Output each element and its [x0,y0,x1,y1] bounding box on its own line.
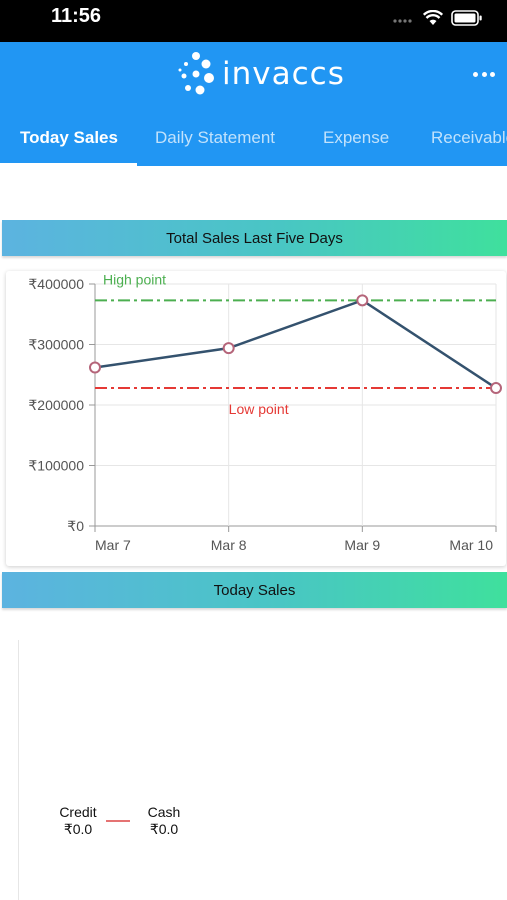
y-tick-label: ₹0 [67,518,84,534]
legend-swatch [106,820,130,822]
tab-daily-statement[interactable]: Daily Statement [155,128,275,147]
y-tick-label: ₹200000 [28,397,84,413]
x-tick-label: Mar 10 [449,537,493,553]
tab-expense[interactable]: Expense [323,128,390,147]
tab-receivables[interactable]: Receivables [431,128,507,147]
y-tick-label: ₹400000 [28,276,84,292]
today-sales-axis-line [18,640,19,900]
legend-credit-value: ₹0.0 [63,821,93,837]
app-name: invaccs [222,56,345,92]
reference-line-label: High point [103,271,166,287]
sales-chart-card: ₹0 ₹100000 ₹200000 ₹300000 ₹400000 Mar 7 Mar 8… [6,271,506,566]
chart-section-title: Total Sales Last Five Days [166,229,343,247]
legend-cash: Cash ₹0.0 [140,804,188,838]
legend-cash-label: Cash [147,804,181,820]
data-point [89,361,101,374]
today-sales-chart [0,612,507,900]
data-point [222,342,235,355]
y-tick-label: ₹100000 [28,458,84,474]
reference-line-label: Low point [229,401,289,417]
battery-icon [451,10,482,26]
today-sales-section-header: Today Sales [2,572,507,608]
legend-credit: Credit ₹0.0 [54,804,102,838]
data-point [490,382,502,395]
tab-indicator [0,163,137,166]
sales-line-chart: ₹0 ₹100000 ₹200000 ₹300000 ₹400000 Mar 7 Mar 8… [28,271,502,553]
more-options-icon[interactable] [473,66,495,82]
tab-bar: Today Sales Daily Statement Expense Rece… [0,120,507,166]
status-icons [393,8,483,28]
today-sales-section-title: Today Sales [213,581,296,599]
app-logo: invaccs [176,50,345,98]
status-bar: 11:56 [0,0,507,42]
signal-icon [393,19,412,23]
series-line [94,298,497,390]
status-time: 11:56 [51,5,102,27]
x-tick-label: Mar 9 [344,537,380,553]
x-tick-label: Mar 8 [211,537,247,553]
tab-today-sales[interactable]: Today Sales [20,128,118,147]
legend-credit-label: Credit [59,804,97,820]
wifi-icon [423,10,443,25]
app-bar [0,42,507,166]
x-tick-label: Mar 7 [95,537,131,553]
chart-section-header: Total Sales Last Five Days [2,220,507,256]
y-tick-label: ₹300000 [28,337,84,353]
data-point [356,294,369,307]
invaccs-logo-icon [178,52,214,95]
legend-cash-value: ₹0.0 [149,821,179,837]
